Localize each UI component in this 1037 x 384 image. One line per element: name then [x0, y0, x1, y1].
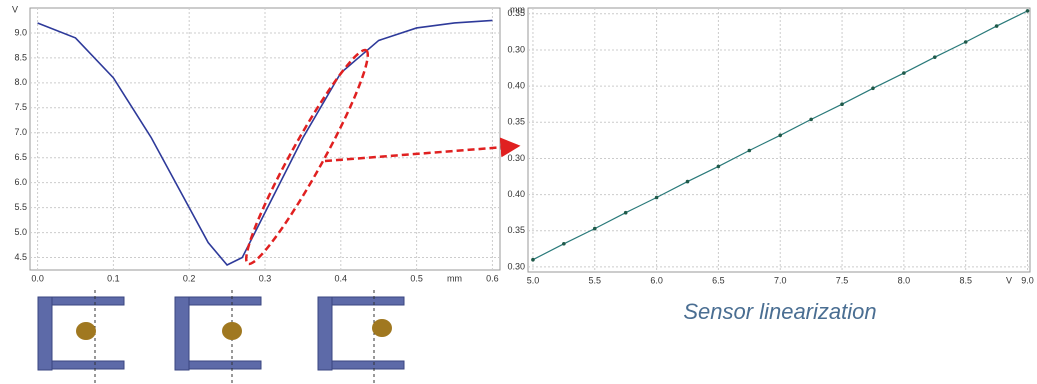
data-point — [809, 117, 813, 122]
data-point — [871, 86, 875, 91]
y-axis-label: V — [12, 4, 18, 14]
y-tick-label: 0.30 — [507, 153, 525, 163]
data-point — [562, 241, 566, 246]
sensor-diagrams — [37, 290, 405, 384]
y-tick-label: 4.5 — [14, 252, 27, 262]
y-tick-label: 0.35 — [507, 8, 525, 18]
x-tick-label: 7.5 — [836, 275, 849, 285]
y-tick-label: 7.5 — [14, 102, 27, 112]
caption: Sensor linearization — [683, 299, 876, 324]
x-tick-label: 0.1 — [107, 273, 120, 283]
x-tick-label: 9.0 — [1021, 275, 1034, 285]
y-tick-label: 5.0 — [14, 227, 27, 237]
x-tick-label: 0.3 — [259, 273, 272, 283]
y-tick-label: 0.30 — [507, 261, 525, 271]
data-point — [654, 195, 659, 200]
plot-area — [29, 7, 501, 271]
data-point — [1025, 9, 1030, 13]
y-tick-label: 0.35 — [507, 225, 525, 235]
x-tick-label: 5.0 — [527, 275, 540, 285]
data-point — [685, 179, 690, 184]
y-tick-label: 0.40 — [507, 189, 525, 199]
x-tick-label: 5.5 — [589, 275, 602, 285]
series-line — [37, 19, 493, 267]
y-tick-label: 0.30 — [507, 44, 525, 54]
y-tick-label: 0.40 — [507, 80, 525, 90]
x-tick-label: 7.0 — [774, 275, 787, 285]
x-tick-label: 0.4 — [335, 273, 348, 283]
y-tick-label: 8.0 — [14, 77, 27, 87]
data-point — [747, 148, 752, 153]
x-tick-label: 0.2 — [183, 273, 196, 283]
x-tick-label: 0.5 — [410, 273, 423, 283]
data-point — [840, 102, 844, 106]
data-point — [778, 133, 783, 138]
y-tick-label: 7.0 — [14, 127, 27, 137]
x-tick-label: 6.0 — [650, 275, 663, 285]
x-tick-label: 8.0 — [898, 275, 911, 285]
x-tick-label: 8.5 — [959, 275, 972, 285]
x-axis-label: V — [1006, 275, 1012, 285]
data-point — [963, 40, 968, 44]
y-tick-label: 6.0 — [14, 177, 27, 187]
y-tick-label: 6.5 — [14, 152, 27, 162]
x-axis-label: mm — [447, 273, 462, 283]
y-tick-label: 5.5 — [14, 202, 27, 212]
x-tick-label: 0.0 — [31, 273, 44, 283]
data-point — [592, 226, 597, 231]
data-point — [531, 257, 535, 262]
data-point — [716, 164, 721, 169]
data-point — [932, 55, 937, 59]
y-tick-label: 0.35 — [507, 117, 525, 127]
data-point — [994, 24, 999, 28]
data-point — [623, 210, 628, 215]
highlight-ellipse — [244, 48, 370, 266]
data-point — [902, 71, 906, 75]
x-tick-label: 0.6 — [486, 273, 499, 283]
x-tick-label: 6.5 — [712, 275, 725, 285]
y-tick-label: 8.5 — [14, 52, 27, 62]
y-tick-label: 9.0 — [14, 27, 27, 37]
y-axis-label: mm — [510, 4, 525, 14]
charts: 4.5 5.0 5.5 6.0 6.5 7.0 7.5 8.0 8.5 9.0 0.0 0.1 0.2 0… — [12, 4, 1034, 285]
